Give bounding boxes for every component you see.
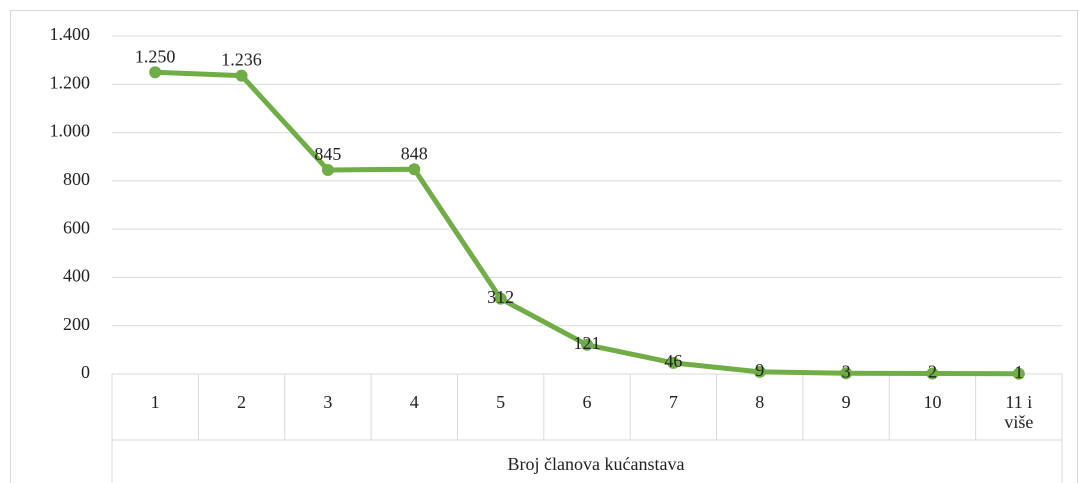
chart-border xyxy=(10,10,1078,483)
y-tick-label: 200 xyxy=(63,314,90,334)
data-label: 845 xyxy=(314,144,341,164)
data-point xyxy=(926,367,939,380)
y-tick-label: 1.200 xyxy=(50,72,91,92)
data-label: 121 xyxy=(574,333,601,353)
y-tick-label: 600 xyxy=(63,217,90,237)
x-tick-label: 10 xyxy=(923,392,942,412)
x-tick-label: 7 xyxy=(668,392,678,412)
data-point xyxy=(235,69,248,82)
x-tick-label: 2 xyxy=(237,392,247,412)
data-label: 2 xyxy=(928,362,937,382)
data-point xyxy=(321,163,334,176)
data-point xyxy=(581,338,593,351)
y-tick-label: 800 xyxy=(63,169,90,189)
data-point xyxy=(753,365,766,378)
data-point xyxy=(494,292,507,305)
data-label: 3 xyxy=(842,361,851,381)
data-label: 46 xyxy=(664,351,682,371)
y-tick-label: 1.000 xyxy=(50,121,91,141)
data-label: 1.236 xyxy=(221,50,262,70)
x-tick-label: 11 i više xyxy=(1004,392,1034,432)
data-point xyxy=(408,163,421,176)
x-tick-label: 8 xyxy=(755,392,765,412)
y-tick-label: 1.400 xyxy=(50,24,91,44)
data-point xyxy=(149,66,162,79)
x-tick-label: 4 xyxy=(409,392,419,412)
data-line xyxy=(155,69,1019,377)
data-label: 1 xyxy=(1014,362,1023,382)
x-tick-label: 1 xyxy=(150,392,160,412)
data-label: 848 xyxy=(401,143,428,163)
data-point xyxy=(840,367,853,380)
x-tick-label: 3 xyxy=(323,392,333,412)
data-label: 9 xyxy=(755,360,764,380)
x-tick-label: 6 xyxy=(582,392,592,412)
data-point xyxy=(1012,367,1025,380)
y-tick-label: 400 xyxy=(63,266,90,286)
x-axis-title: Broj članova kućanstava xyxy=(508,454,685,474)
data-label: 1.250 xyxy=(135,46,176,66)
data-point xyxy=(667,356,680,369)
x-tick-label: 9 xyxy=(841,392,851,412)
y-tick-label: 0 xyxy=(81,362,90,382)
data-label: 312 xyxy=(487,287,514,307)
x-tick-label: 5 xyxy=(496,392,506,412)
